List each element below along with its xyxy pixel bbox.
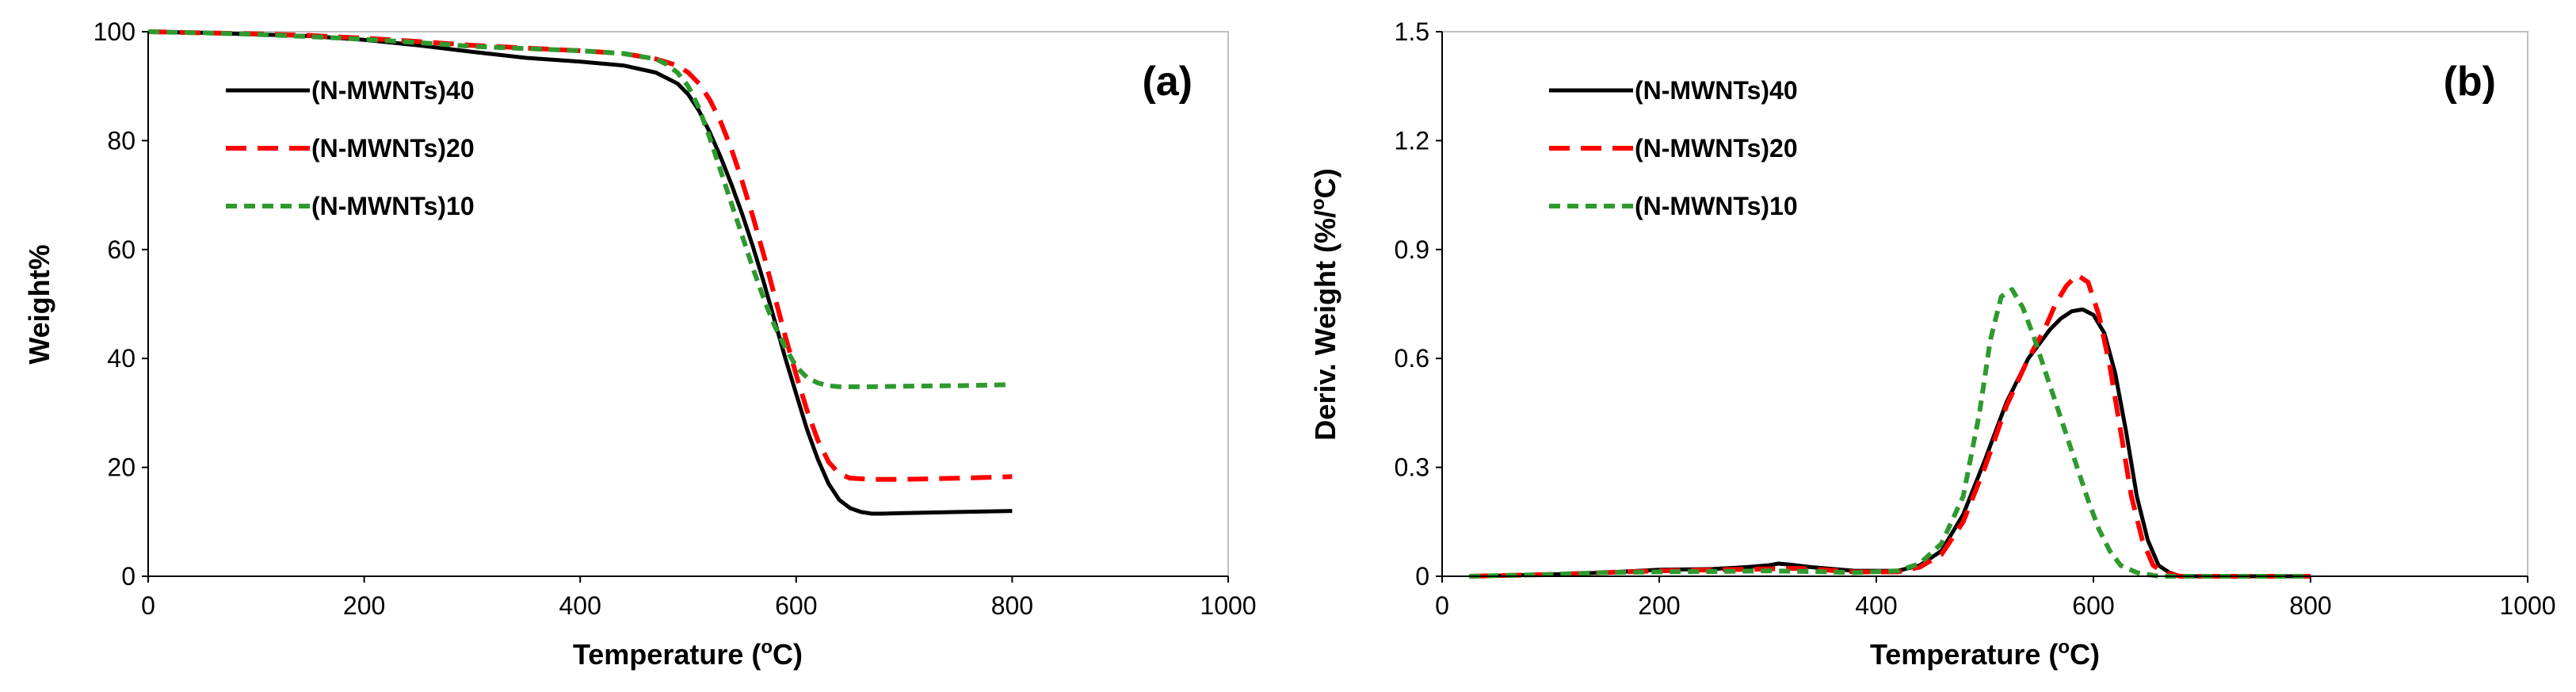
chart-b-y-tick-label: 0 xyxy=(1415,562,1429,591)
chart-a-y-tick-label: 20 xyxy=(107,453,135,482)
chart-b-x-tick-label: 1000 xyxy=(2499,591,2555,620)
chart-a-plot-area xyxy=(147,31,1229,577)
chart-a-x-tick-label: 1000 xyxy=(1200,591,1256,620)
chart-b-plot-area xyxy=(1441,31,2528,577)
chart-a-x-tick-label: 800 xyxy=(991,591,1033,620)
chart-b-ticks: 0 200 400 600 800 1000 0 0.3 0.6 0.9 1.2 1.5 xyxy=(1395,17,2556,620)
chart-a-x-tick-label: 600 xyxy=(775,591,817,620)
chart-a-x-tick-label: 400 xyxy=(559,591,601,620)
chart-a-x-axis-label: Temperature (oC) xyxy=(573,637,803,671)
chart-b-y-tick-label: 0.6 xyxy=(1395,344,1429,373)
chart-b-x-axis-label: Temperature (oC) xyxy=(1870,637,2100,671)
chart-b: 0 200 400 600 800 1000 0 0.3 0.6 0.9 1.2 1.5 (b) Te… xyxy=(1307,17,2556,671)
chart-b-y-tick-label: 0.3 xyxy=(1395,453,1429,482)
chart-b-legend-label-1: (N-MWNTs)40 xyxy=(1635,76,1798,105)
chart-a: 0 200 400 600 800 1000 0 20 40 60 80 100 (a) Temper… xyxy=(23,17,1257,671)
chart-a-y-tick-label: 0 xyxy=(121,562,135,591)
chart-a-series-line-2 xyxy=(147,29,1013,482)
chart-a-legend-label-1: (N-MWNTs)40 xyxy=(311,76,475,105)
chart-b-series xyxy=(1469,272,2311,579)
chart-b-legend: (N-MWNTs)40 (N-MWNTs)20 (N-MWNTs)10 xyxy=(1549,76,1798,220)
chart-a-y-tick-label: 100 xyxy=(93,17,135,46)
chart-b-series-line-2 xyxy=(1469,272,2311,579)
chart-a-y-axis-label: Weight% xyxy=(23,244,55,364)
chart-a-series xyxy=(147,29,1013,516)
chart-a-y-tick-label: 40 xyxy=(107,344,135,373)
chart-a-axes xyxy=(147,32,1228,577)
chart-a-panel-label: (a) xyxy=(1142,59,1193,105)
chart-a-legend-label-2: (N-MWNTs)20 xyxy=(311,134,475,162)
chart-b-legend-label-3: (N-MWNTs)10 xyxy=(1635,192,1798,220)
chart-b-series-line-1 xyxy=(1469,307,2311,579)
chart-a-series-line-3 xyxy=(147,29,1013,389)
chart-b-y-tick-label: 1.5 xyxy=(1395,17,1429,46)
chart-b-x-tick-label: 0 xyxy=(1435,591,1449,620)
chart-b-series-line-3 xyxy=(1469,287,2311,579)
chart-a-legend: (N-MWNTs)40 (N-MWNTs)20 (N-MWNTs)10 xyxy=(226,76,475,220)
chart-b-x-tick-label: 800 xyxy=(2289,591,2331,620)
chart-b-y-tick-label: 1.2 xyxy=(1395,126,1429,155)
chart-b-y-tick-label: 0.9 xyxy=(1395,235,1429,264)
chart-b-x-tick-label: 600 xyxy=(2072,591,2114,620)
chart-b-panel-label: (b) xyxy=(2444,59,2496,105)
chart-b-y-axis-label: Deriv. Weight (%/oC) xyxy=(1307,168,1341,440)
chart-a-legend-label-3: (N-MWNTs)10 xyxy=(311,192,475,220)
chart-a-x-tick-label: 200 xyxy=(343,591,385,620)
chart-a-y-tick-label: 60 xyxy=(107,235,135,264)
chart-a-y-tick-label: 80 xyxy=(107,126,135,155)
chart-a-ticks: 0 200 400 600 800 1000 0 20 40 60 80 100 xyxy=(93,17,1257,620)
chart-b-axes xyxy=(1441,32,2528,577)
chart-b-x-tick-label: 400 xyxy=(1855,591,1897,620)
chart-b-legend-label-2: (N-MWNTs)20 xyxy=(1635,134,1798,162)
chart-b-x-tick-label: 200 xyxy=(1638,591,1680,620)
chart-a-x-tick-label: 0 xyxy=(141,591,155,620)
chart-a-series-line-1 xyxy=(147,29,1013,516)
